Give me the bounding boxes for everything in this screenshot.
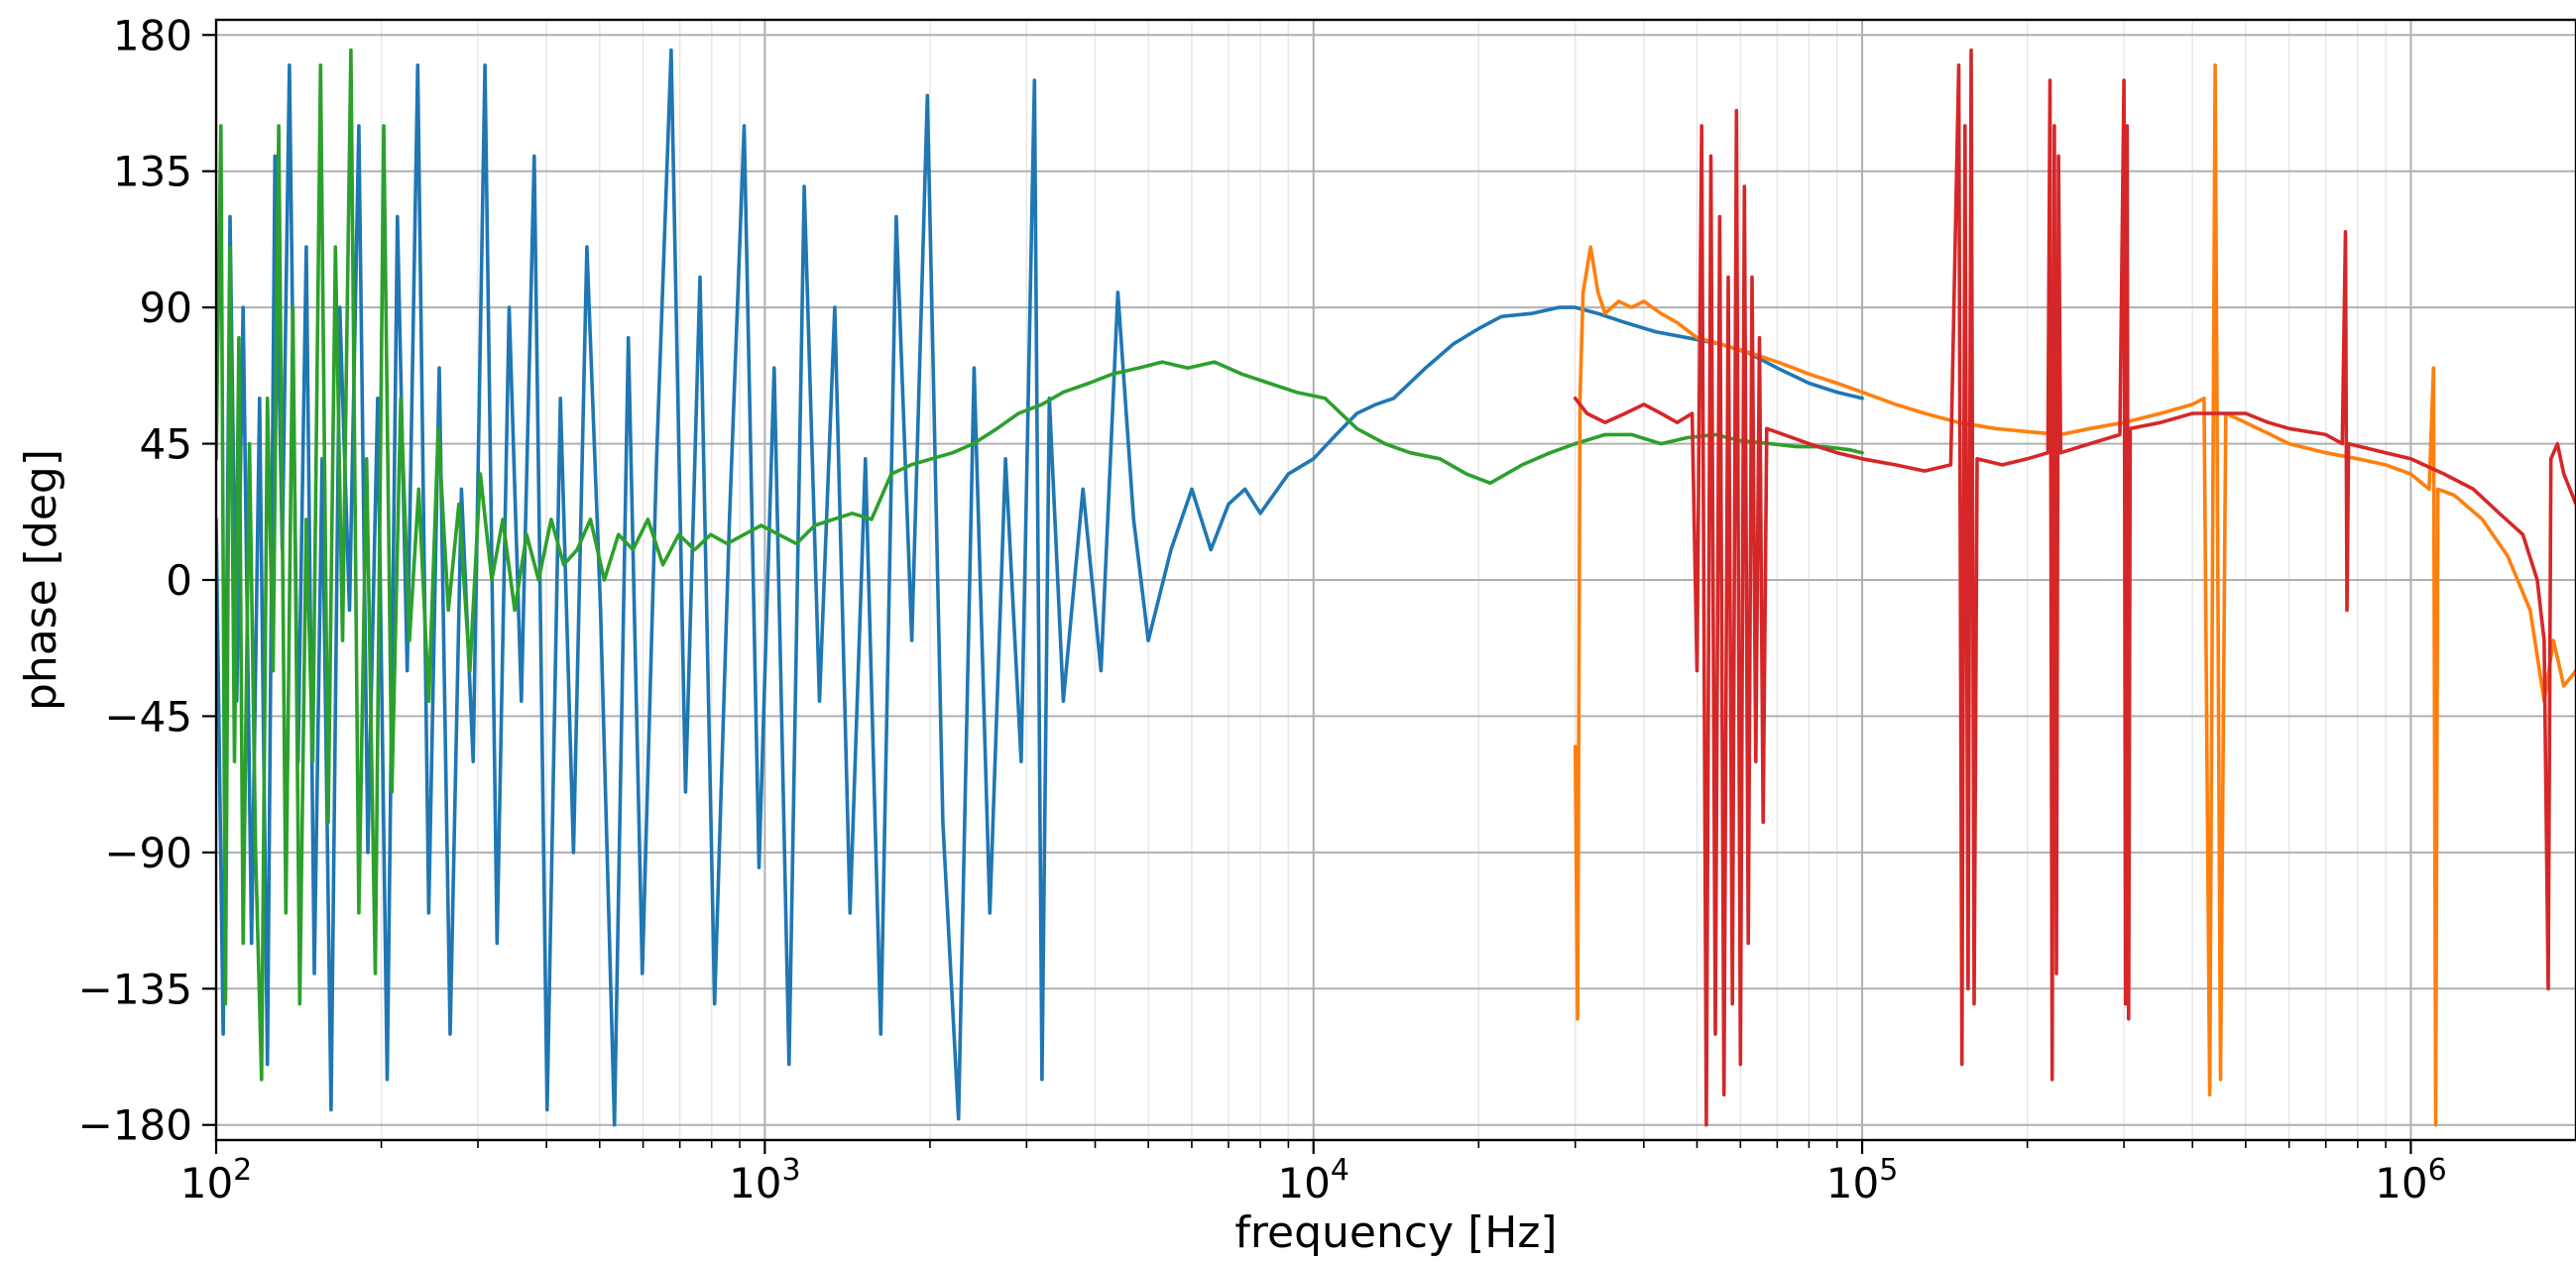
x-tick-label: 104 <box>1277 1153 1349 1207</box>
x-tick-label: 102 <box>180 1153 253 1207</box>
y-tick-label: 180 <box>113 11 192 59</box>
x-axis-ticks: 102 103 104 105 106 <box>180 1140 2447 1207</box>
x-tick-label: 105 <box>1826 1153 1899 1207</box>
y-axis-ticks: 180 135 90 45 0 −45 −90 −135 −180 <box>78 11 216 1150</box>
y-tick-label: 90 <box>140 284 192 332</box>
x-tick-label: 106 <box>2375 1153 2447 1207</box>
series-line-3 <box>1573 63 2576 1127</box>
data-series <box>216 48 2576 1127</box>
y-tick-label: −180 <box>78 1101 192 1150</box>
x-tick-label: 103 <box>729 1153 801 1207</box>
y-tick-label: 0 <box>166 556 192 605</box>
y-tick-label: 135 <box>113 148 192 196</box>
series-line-4 <box>1573 48 2576 1127</box>
major-gridlines <box>215 20 2576 1140</box>
y-tick-label: −90 <box>104 829 192 877</box>
series-line-2 <box>216 48 1864 1082</box>
y-tick-label: −135 <box>78 965 192 1013</box>
y-axis-label: phase [deg] <box>16 449 66 711</box>
x-axis-label: frequency [Hz] <box>1234 1207 1557 1258</box>
y-tick-label: −45 <box>104 692 192 741</box>
y-tick-label: 45 <box>140 420 192 469</box>
